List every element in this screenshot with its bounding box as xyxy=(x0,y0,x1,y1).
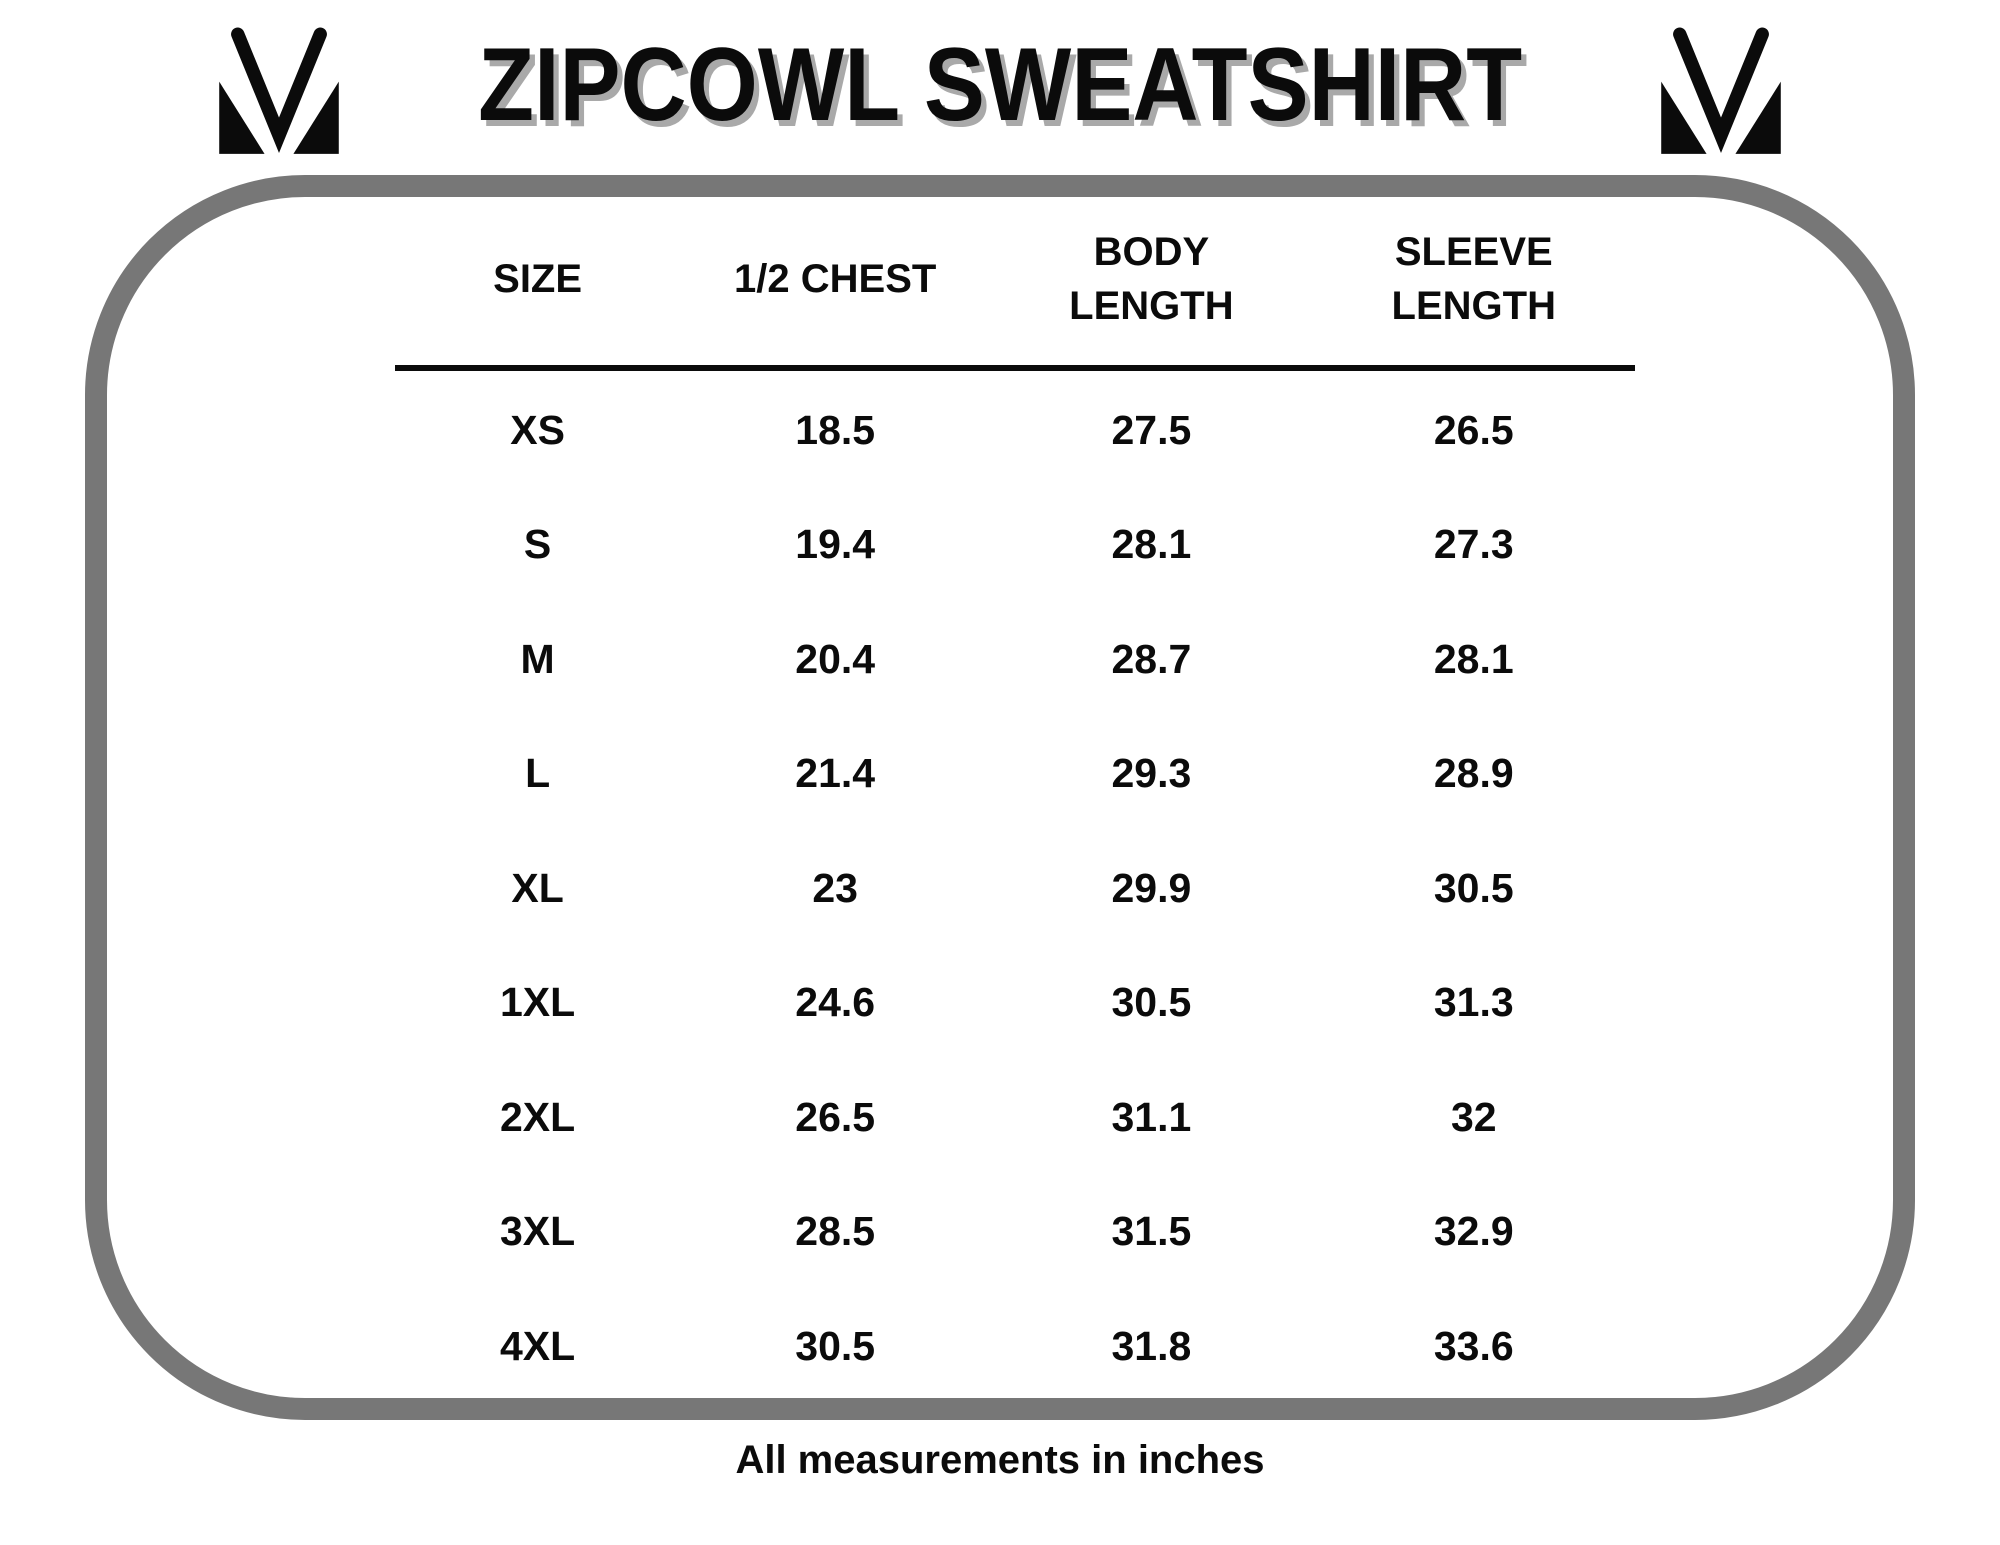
half-chest-cell: 26.5 xyxy=(795,1093,876,1140)
half-chest-cell: 18.5 xyxy=(795,406,876,453)
body-length-cell: 30.5 xyxy=(1111,979,1192,1026)
body-length-cell: 28.1 xyxy=(1111,521,1192,568)
brand-header: ZIPCOWL SWEATSHIRT xyxy=(0,26,2000,160)
page-title: ZIPCOWL SWEATSHIRT xyxy=(478,27,1522,143)
size-cell: 2XL xyxy=(499,1093,576,1140)
column-header-size: SIZE xyxy=(493,257,583,301)
size-cell: 3XL xyxy=(499,1208,576,1255)
half-chest-cell: 19.4 xyxy=(795,521,876,568)
sleeve-length-cell: 28.9 xyxy=(1433,750,1514,797)
body-length-cell: 28.7 xyxy=(1111,635,1192,682)
column-header-half-chest: 1/2 CHEST xyxy=(734,257,937,301)
half-chest-cell: 28.5 xyxy=(795,1208,876,1255)
body-length-cell: 29.9 xyxy=(1111,864,1192,911)
half-chest-cell: 21.4 xyxy=(795,750,876,797)
half-chest-cell: 30.5 xyxy=(795,1322,876,1369)
sleeve-length-cell: 33.6 xyxy=(1433,1322,1514,1369)
measurements-note: All measurements in inches xyxy=(735,1438,1265,1482)
sleeve-length-cell: 32.9 xyxy=(1433,1208,1514,1255)
body-length-cell: 29.3 xyxy=(1111,750,1192,797)
half-chest-cell: 23 xyxy=(812,864,858,911)
size-cell: M xyxy=(520,635,555,682)
m-monogram-icon xyxy=(1661,27,1781,154)
size-cell: XL xyxy=(511,864,564,911)
size-cell: 1XL xyxy=(499,979,576,1026)
sleeve-length-cell: 31.3 xyxy=(1433,979,1514,1026)
column-header-sleeve-length: SLEEVE LENGTH xyxy=(1391,230,1556,328)
size-chart-panel xyxy=(85,175,1915,1420)
sleeve-length-cell: 28.1 xyxy=(1433,635,1514,682)
sleeve-length-cell: 32 xyxy=(1450,1093,1497,1140)
sleeve-length-cell: 27.3 xyxy=(1433,521,1514,568)
size-cell: L xyxy=(525,750,551,797)
header-divider xyxy=(395,365,1635,371)
size-cell: 4XL xyxy=(499,1322,576,1369)
column-header-body-length: BODY LENGTH xyxy=(1069,230,1234,328)
half-chest-cell: 20.4 xyxy=(795,635,876,682)
sleeve-length-cell: 30.5 xyxy=(1433,864,1514,911)
size-cell: S xyxy=(523,521,552,568)
body-length-cell: 31.8 xyxy=(1111,1322,1192,1369)
size-table: SIZE 1/2 CHEST BODY LENGTH SLEEVE LENGTH… xyxy=(395,203,1635,1404)
table-body: XS 18.5 27.5 26.5 S 19.4 28.1 27.3 M 20.… xyxy=(395,373,1635,1404)
half-chest-cell: 24.6 xyxy=(795,979,876,1026)
table-header-row: SIZE 1/2 CHEST BODY LENGTH SLEEVE LENGTH xyxy=(395,203,1635,355)
body-length-cell: 31.5 xyxy=(1111,1208,1192,1255)
body-length-cell: 27.5 xyxy=(1111,406,1192,453)
brand-logo-left xyxy=(203,26,355,160)
sleeve-length-cell: 26.5 xyxy=(1433,406,1514,453)
brand-logo-right xyxy=(1645,26,1797,160)
m-monogram-icon xyxy=(219,27,339,154)
body-length-cell: 31.1 xyxy=(1111,1093,1192,1140)
size-cell: XS xyxy=(510,406,565,453)
